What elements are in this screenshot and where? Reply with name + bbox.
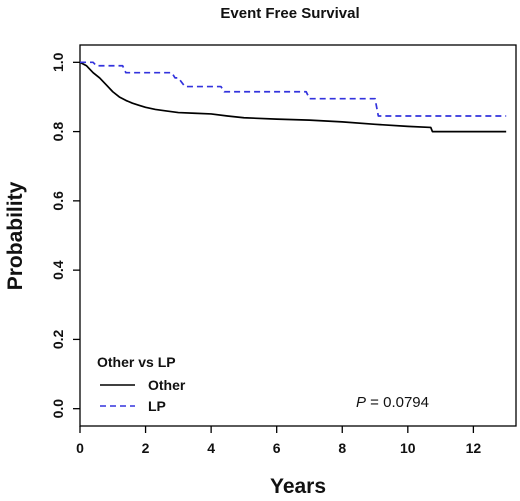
legend: Other vs LP Other LP — [97, 354, 186, 414]
x-tick-label: 4 — [207, 440, 215, 456]
y-tick-label: 0.8 — [50, 122, 66, 142]
series-line-lp — [80, 61, 507, 117]
x-tick-label: 10 — [400, 440, 416, 456]
x-axis: 0 2 4 6 8 10 12 — [76, 426, 481, 456]
legend-title: Other vs LP — [97, 354, 176, 370]
y-axis: 0.0 0.2 0.4 0.6 0.8 1.0 — [50, 52, 80, 418]
series-line-other — [79, 61, 507, 133]
y-tick-label: 0.4 — [50, 260, 66, 280]
legend-label-lp: LP — [148, 398, 166, 414]
y-tick-label: 0.6 — [50, 191, 66, 211]
x-tick-label: 12 — [466, 440, 482, 456]
x-tick-label: 2 — [142, 440, 150, 456]
p-value-annotation: P = 0.0794 — [356, 394, 429, 411]
series-layer — [79, 61, 507, 133]
x-tick-label: 6 — [273, 440, 281, 456]
p-value-text: = 0.0794 — [366, 394, 429, 411]
y-tick-label: 0.2 — [50, 329, 66, 349]
p-value-label: P — [356, 394, 366, 411]
legend-label-other: Other — [148, 377, 186, 393]
chart-title: Event Free Survival — [220, 5, 359, 22]
x-axis-title: Years — [270, 475, 326, 498]
x-tick-label: 0 — [76, 440, 84, 456]
plot-frame — [79, 44, 517, 427]
y-tick-label: 0.0 — [50, 399, 66, 419]
x-tick-label: 8 — [338, 440, 346, 456]
y-axis-title: Probability — [4, 181, 27, 290]
y-tick-label: 1.0 — [50, 52, 66, 72]
